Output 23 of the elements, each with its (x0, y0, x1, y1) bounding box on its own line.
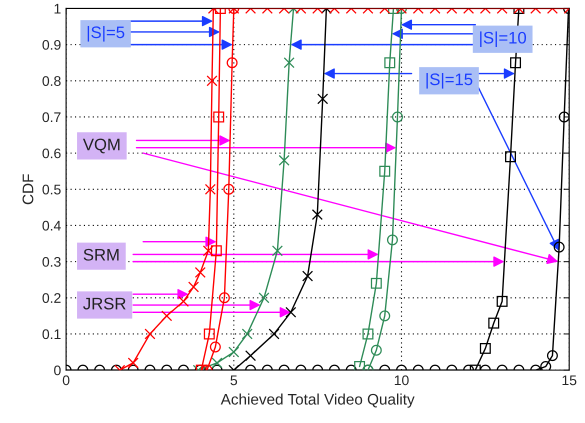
y-tick-label: 0 (54, 365, 61, 376)
y-tick-label: 0.4 (42, 220, 61, 231)
x-tick-label: 0 (62, 375, 70, 386)
annotation: SRM (84, 248, 119, 261)
annotation: |S|=10 (480, 31, 526, 48)
annotation: JRSR (83, 298, 126, 310)
x-axis-title: Achieved Total Video Quality (220, 393, 415, 408)
y-tick-label: 0.6 (42, 148, 61, 158)
y-tick-label: 0.7 (42, 112, 61, 122)
y-tick-label: 0.1 (42, 329, 61, 340)
annotation: |S|=15 (426, 72, 472, 89)
x-tick-label: 15 (562, 375, 576, 386)
y-tick-label: 0.8 (42, 76, 61, 86)
y-tick-label: 0.3 (42, 256, 61, 267)
annotation: |S|=5 (88, 26, 124, 42)
x-tick-label: 5 (230, 375, 238, 386)
y-tick-label: 0.5 (42, 184, 61, 194)
y-tick-label: 1 (54, 4, 61, 14)
x-tick-label: 10 (394, 375, 409, 386)
y-tick-label: 0.9 (42, 40, 61, 50)
y-tick-label: 0.2 (42, 293, 61, 303)
annotation: VQM (82, 138, 120, 154)
y-axis-title: CDF (22, 174, 34, 204)
